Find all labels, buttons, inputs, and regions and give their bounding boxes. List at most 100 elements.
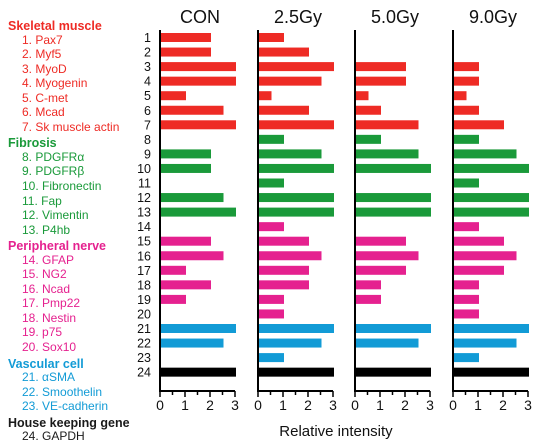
legend-gene-label: 4. Myogenin [22, 76, 88, 91]
bar [356, 91, 369, 101]
bar [259, 294, 284, 304]
bar [259, 33, 284, 42]
bar [356, 193, 431, 203]
legend-gene-label: 7. Sk muscle actin [22, 119, 120, 134]
row-number: 12 [137, 191, 151, 205]
bar [454, 193, 529, 203]
bar [161, 193, 224, 203]
bar [259, 120, 334, 130]
legend-group-title: Vascular cell [8, 356, 84, 371]
legend-gene-label: 13. P4hb [22, 222, 71, 237]
bar [259, 193, 334, 203]
x-tick-label: 3 [524, 397, 532, 413]
bar [454, 134, 479, 144]
row-number: 23 [137, 351, 151, 365]
legend-gene-label: 14. GFAP [22, 252, 75, 267]
bar [259, 134, 284, 144]
bar [259, 163, 334, 173]
bar [161, 324, 236, 333]
legend-gene-label: 23. VE-cadherin [22, 399, 109, 414]
bar [259, 178, 284, 188]
legend-gene-label: 20. Sox10 [22, 339, 77, 354]
legend-gene-label: 8. PDGFRα [22, 149, 85, 164]
bar [356, 294, 381, 304]
bar [161, 76, 236, 86]
bar [356, 76, 406, 86]
x-tick-label: 2 [401, 397, 409, 413]
legend-gene-label: 18. Nestin [22, 310, 77, 325]
bar [259, 91, 272, 101]
bar [356, 134, 381, 144]
legend-gene-label: 10. Fibronectin [22, 178, 102, 193]
legend-gene-label: 1. Pax7 [22, 32, 63, 47]
x-tick-label: 3 [231, 397, 239, 413]
bar [259, 47, 309, 57]
row-number: 16 [137, 249, 151, 263]
bar [161, 62, 236, 72]
bar [356, 120, 419, 130]
x-axis-label: Relative intensity [279, 423, 393, 440]
bar [454, 251, 517, 261]
row-number: 5 [144, 89, 151, 103]
x-tick-label: 0 [449, 397, 457, 413]
bar [259, 222, 284, 232]
bar [454, 62, 479, 72]
bar [259, 324, 334, 333]
bar [161, 294, 186, 304]
bar [259, 265, 309, 275]
bar [454, 120, 504, 130]
legend-gene-label: 22. Smoothelin [22, 384, 103, 399]
row-number: 17 [137, 264, 151, 278]
row-number: 22 [137, 337, 151, 351]
bar [161, 33, 211, 42]
bar [454, 309, 479, 319]
bar [454, 367, 529, 377]
bar [454, 207, 529, 217]
bar [259, 207, 334, 217]
bar [454, 149, 517, 159]
bar [161, 105, 224, 115]
bar [161, 265, 186, 275]
legend-gene-label: 17. Pmp22 [22, 296, 81, 311]
bar [161, 338, 224, 348]
bar [259, 149, 322, 159]
x-tick-label: 2 [499, 397, 507, 413]
row-number: 3 [144, 60, 151, 74]
bar [454, 163, 529, 173]
row-number: 13 [137, 206, 151, 220]
bar [356, 280, 381, 290]
bar [161, 236, 211, 246]
legend-gene-label: 12. Vimentin [22, 208, 89, 223]
bar [161, 149, 211, 159]
legend-group-title: Skeletal muscle [8, 19, 102, 33]
bar [356, 236, 406, 246]
legend-gene-label: 3. MyoD [22, 61, 67, 76]
row-number: 19 [137, 293, 151, 307]
bar [454, 265, 504, 275]
legend-gene-label: 21. αSMA [22, 370, 75, 384]
legend-gene-label: 9. PDGFRβ [22, 164, 85, 179]
x-tick-label: 2 [304, 397, 312, 413]
legend-gene-label: 24. GAPDH [22, 429, 85, 444]
bar [356, 207, 431, 217]
bar [454, 91, 467, 101]
x-tick-label: 3 [329, 397, 337, 413]
bar [454, 353, 479, 363]
bar [454, 105, 479, 115]
bar [356, 367, 431, 377]
legend-gene-label: 11. Fap [22, 193, 62, 208]
bar [259, 236, 309, 246]
row-number: 2 [144, 46, 151, 60]
bar [259, 251, 322, 261]
x-tick-label: 0 [156, 397, 164, 413]
row-number: 7 [144, 118, 151, 132]
bar [161, 91, 186, 101]
row-number: 24 [137, 366, 151, 380]
bar [259, 309, 284, 319]
panel-title: 9.0Gy [469, 7, 517, 27]
panel-title: 5.0Gy [371, 7, 419, 27]
bar [161, 251, 224, 261]
x-tick-label: 0 [351, 397, 359, 413]
row-number: 4 [144, 75, 151, 89]
bar [356, 265, 406, 275]
